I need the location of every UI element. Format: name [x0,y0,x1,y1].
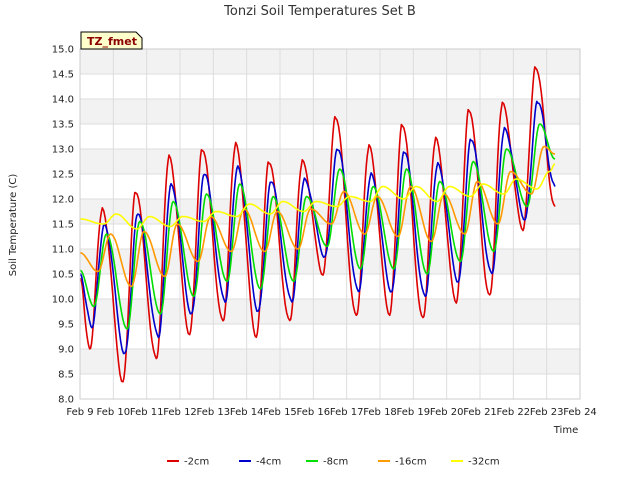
x-tick-label: Feb 17 [330,407,364,418]
plot-band [80,374,580,399]
x-tick-label: Feb 15 [263,407,297,418]
y-tick-label: 12.0 [52,195,74,206]
y-tick-label: 10.5 [52,270,74,281]
y-tick-label: 9.0 [58,345,74,356]
station-label-frame [80,31,143,50]
plot-band [80,99,580,124]
x-tick-label: Feb 18 [363,407,397,418]
plot-band [80,124,580,149]
legend-label: -16cm [395,457,427,468]
x-tick-label: Feb 13 [197,407,231,418]
y-tick-label: 12.5 [52,170,74,181]
legend-label: -4cm [256,457,281,468]
x-tick-label: Feb 9 [66,407,93,418]
y-tick-label: 13.5 [52,120,74,131]
plot-band [80,299,580,324]
y-tick-label: 10.0 [52,295,74,306]
y-tick-label: 13.0 [52,145,74,156]
x-tick-label: Feb 16 [297,407,331,418]
series-lines [79,66,556,383]
y-axis-label: Soil Temperature (C) [8,174,19,277]
x-tick-label: Feb 12 [163,407,197,418]
x-tick-labels: Feb 9 Feb 10 Feb 11 Feb 12 Feb 13 Feb 14 Feb 1… [66,407,596,418]
chart-title: Tonzi Soil Temperatures Set B [223,4,416,19]
plot-band [80,49,580,74]
y-tick-label: 14.5 [52,70,74,81]
x-tick-label: Feb 14 [230,407,264,418]
axes [79,48,581,400]
legend: -2cm -4cm -8cm -16cm -32cm [167,457,500,468]
series-line-minus-32cm [79,163,556,230]
station-label-box: TZ_fmet [80,31,143,50]
plot-band [80,324,580,349]
x-tick-label: Feb 10 [97,407,131,418]
plot-band [80,74,580,99]
series-line-minus-2cm [79,66,556,383]
y-tick-label: 8.5 [58,370,74,381]
legend-label: -32cm [468,457,500,468]
y-tick-label: 9.5 [58,320,74,331]
plot-band [80,349,580,374]
x-axis-label: Time [553,425,578,436]
series-line-minus-8cm [79,123,556,330]
x-tick-label: Feb 19 [397,407,431,418]
x-tick-label: Feb 20 [430,407,464,418]
x-tick-label: Feb 11 [130,407,164,418]
station-label: TZ_fmet [87,35,137,48]
y-tick-label: 15.0 [52,45,74,56]
y-tick-label: 8.0 [58,395,74,406]
y-tick-label: 11.0 [52,245,74,256]
x-tick-label: Feb 23 [530,407,564,418]
x-tick-label: Feb 21 [463,407,497,418]
y-tick-label: 11.5 [52,220,74,231]
y-tick-labels: 8.0 8.5 9.0 9.5 10.0 10.5 11.0 11.5 12.0 12.5 13.0… [52,45,74,406]
legend-label: -8cm [323,457,348,468]
plot-band [80,249,580,274]
y-tick-label: 14.0 [52,95,74,106]
plot-border [79,48,581,400]
x-tick-label: Feb 24 [563,407,597,418]
x-tick-label: Feb 22 [497,407,531,418]
legend-label: -2cm [184,457,209,468]
